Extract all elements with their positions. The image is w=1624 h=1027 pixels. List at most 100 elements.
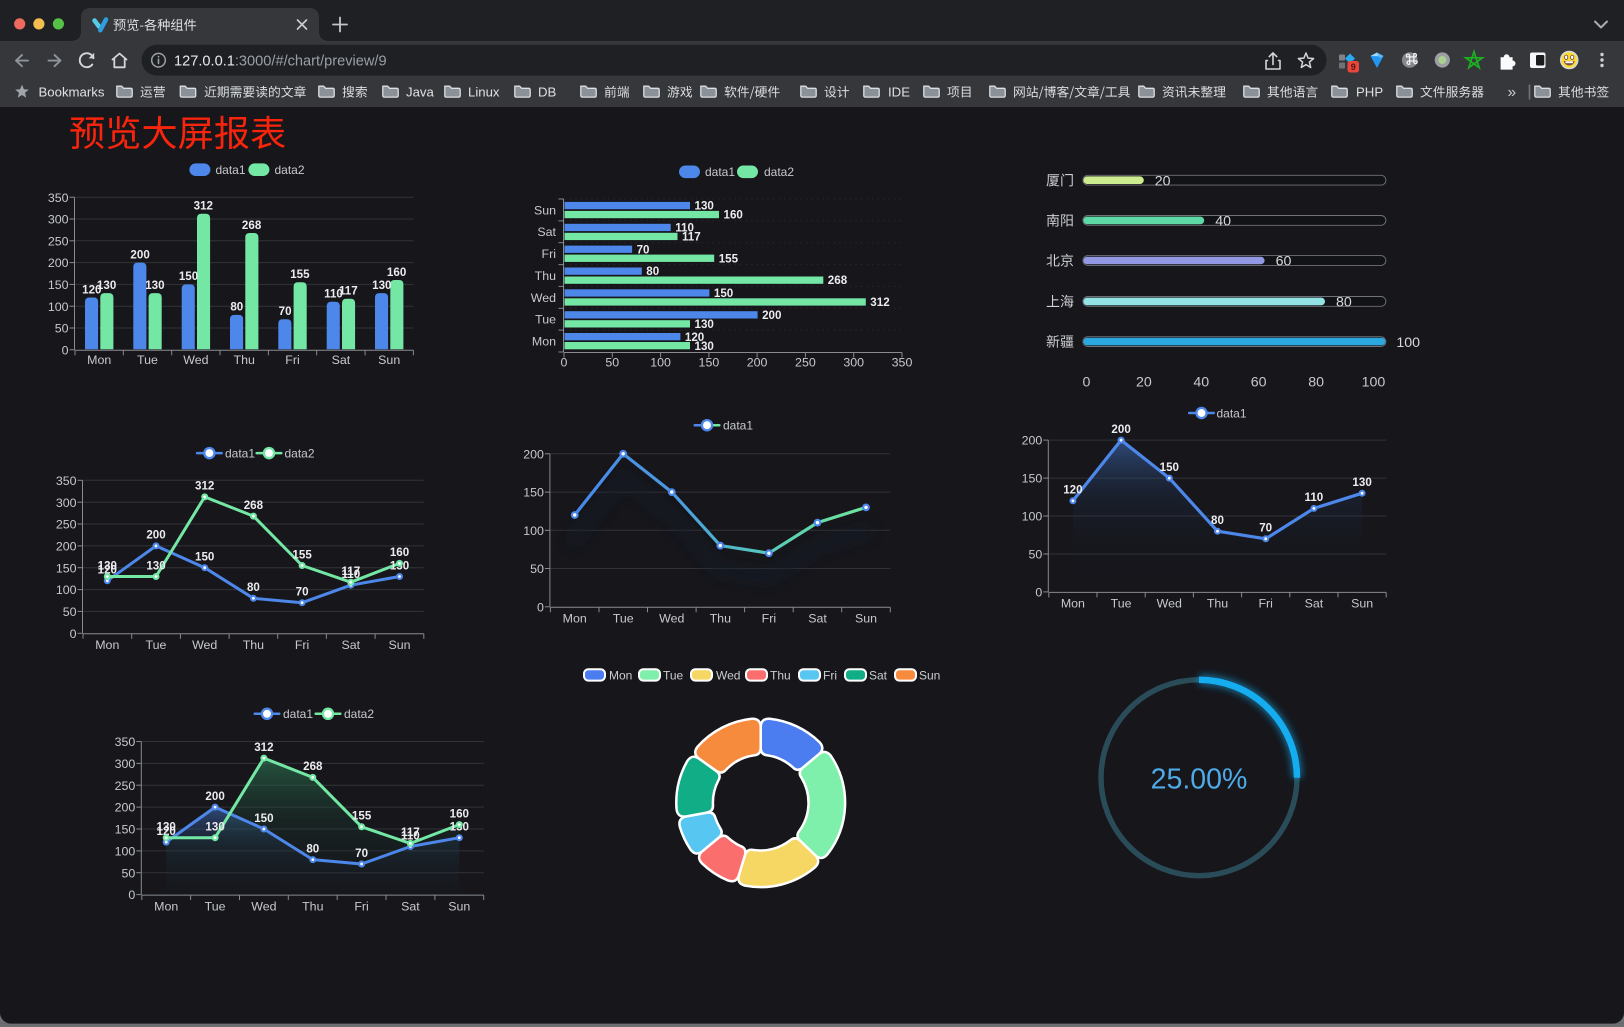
svg-text:200: 200 xyxy=(115,801,136,815)
svg-text:Fri: Fri xyxy=(542,247,556,261)
svg-text:100: 100 xyxy=(1362,374,1386,390)
svg-text:Tue: Tue xyxy=(1111,597,1132,611)
svg-text:40: 40 xyxy=(1193,374,1209,390)
svg-text:9: 9 xyxy=(1351,62,1356,72)
svg-text:Mon: Mon xyxy=(563,612,587,626)
svg-text:130: 130 xyxy=(695,200,714,213)
svg-text:150: 150 xyxy=(254,812,273,825)
svg-text:250: 250 xyxy=(56,518,77,532)
svg-text:Mon: Mon xyxy=(87,353,111,367)
svg-text:110: 110 xyxy=(675,222,694,235)
svg-text:data2: data2 xyxy=(344,707,374,721)
svg-text:130: 130 xyxy=(146,559,165,572)
svg-text:data1: data1 xyxy=(723,419,753,433)
svg-text:Linux: Linux xyxy=(468,85,500,100)
svg-text:0: 0 xyxy=(62,343,69,357)
svg-text:130: 130 xyxy=(695,340,714,353)
svg-text:0: 0 xyxy=(1083,374,1091,390)
svg-text:80: 80 xyxy=(646,265,659,278)
svg-text:Wed: Wed xyxy=(531,291,556,305)
svg-text:50: 50 xyxy=(122,866,136,880)
svg-text:20: 20 xyxy=(1155,173,1171,189)
svg-text:150: 150 xyxy=(523,486,544,500)
svg-text:IDE: IDE xyxy=(888,85,910,100)
svg-text:300: 300 xyxy=(56,496,77,510)
svg-text:155: 155 xyxy=(290,268,310,281)
svg-text:Wed: Wed xyxy=(716,668,740,682)
svg-text:100: 100 xyxy=(1396,335,1420,351)
svg-text:0: 0 xyxy=(128,888,135,902)
svg-text:50: 50 xyxy=(605,356,619,370)
svg-text:150: 150 xyxy=(115,823,136,837)
svg-text:0: 0 xyxy=(537,600,544,614)
svg-text:350: 350 xyxy=(115,735,136,749)
svg-text:80: 80 xyxy=(1336,295,1352,311)
svg-text:80: 80 xyxy=(247,581,260,594)
svg-text:data1: data1 xyxy=(283,707,313,721)
svg-text:268: 268 xyxy=(303,760,323,773)
svg-text:120: 120 xyxy=(82,283,101,296)
svg-text:268: 268 xyxy=(242,219,262,232)
svg-text:Fri: Fri xyxy=(823,668,837,682)
svg-text:Sun: Sun xyxy=(855,612,877,626)
svg-text:250: 250 xyxy=(115,779,136,793)
svg-text:Mon: Mon xyxy=(1061,597,1085,611)
svg-text:Java: Java xyxy=(406,85,435,100)
svg-text:60: 60 xyxy=(1276,254,1292,270)
svg-text:70: 70 xyxy=(296,586,309,599)
svg-text:117: 117 xyxy=(682,231,701,244)
svg-text:300: 300 xyxy=(115,757,136,771)
svg-text:117: 117 xyxy=(341,565,360,578)
svg-text:Sun: Sun xyxy=(388,638,410,652)
svg-text:Thu: Thu xyxy=(243,638,264,652)
svg-text:80: 80 xyxy=(1211,514,1224,527)
svg-text:100: 100 xyxy=(650,356,671,370)
svg-text:0: 0 xyxy=(561,356,568,370)
svg-text:50: 50 xyxy=(63,605,77,619)
svg-text:160: 160 xyxy=(390,546,409,559)
svg-text:Sun: Sun xyxy=(919,668,940,682)
svg-text:50: 50 xyxy=(530,562,544,576)
svg-text:155: 155 xyxy=(352,810,372,823)
svg-text:130: 130 xyxy=(98,559,117,572)
svg-text:300: 300 xyxy=(48,213,69,227)
svg-text:117: 117 xyxy=(339,285,358,298)
svg-text:data2: data2 xyxy=(275,163,305,177)
svg-text:»: » xyxy=(1508,84,1517,101)
svg-text:160: 160 xyxy=(387,266,406,279)
svg-text:300: 300 xyxy=(843,356,864,370)
svg-text:100: 100 xyxy=(1022,510,1043,524)
svg-text:250: 250 xyxy=(48,234,69,248)
svg-text:312: 312 xyxy=(870,296,889,309)
svg-text:data1: data1 xyxy=(705,165,735,179)
svg-text:100: 100 xyxy=(56,583,77,597)
svg-text:120: 120 xyxy=(1063,484,1082,497)
svg-text:160: 160 xyxy=(724,209,743,222)
svg-text:80: 80 xyxy=(230,301,243,314)
svg-text:110: 110 xyxy=(324,288,343,301)
svg-text:Tue: Tue xyxy=(613,612,634,626)
svg-text:25.00%: 25.00% xyxy=(1151,764,1248,796)
svg-text:155: 155 xyxy=(292,548,312,561)
svg-text:Sat: Sat xyxy=(537,225,556,239)
svg-text:350: 350 xyxy=(56,474,77,488)
svg-text:Wed: Wed xyxy=(1157,597,1182,611)
svg-text:200: 200 xyxy=(205,790,224,803)
svg-text:DB: DB xyxy=(538,85,557,100)
svg-text:Mon: Mon xyxy=(532,335,556,349)
svg-text:200: 200 xyxy=(48,256,69,270)
svg-text:Tue: Tue xyxy=(146,638,167,652)
svg-text:100: 100 xyxy=(115,845,136,859)
svg-text:120: 120 xyxy=(98,564,117,577)
svg-text:data1: data1 xyxy=(225,447,255,461)
svg-text:Tue: Tue xyxy=(137,353,158,367)
svg-text:200: 200 xyxy=(1022,434,1043,448)
svg-text:250: 250 xyxy=(795,356,816,370)
svg-text:Thu: Thu xyxy=(710,612,731,626)
svg-text:Wed: Wed xyxy=(183,353,208,367)
svg-text:Mon: Mon xyxy=(609,668,632,682)
svg-text:130: 130 xyxy=(145,279,164,292)
svg-text:130: 130 xyxy=(1352,476,1371,489)
svg-text:200: 200 xyxy=(523,447,544,461)
svg-text:117: 117 xyxy=(401,826,420,839)
